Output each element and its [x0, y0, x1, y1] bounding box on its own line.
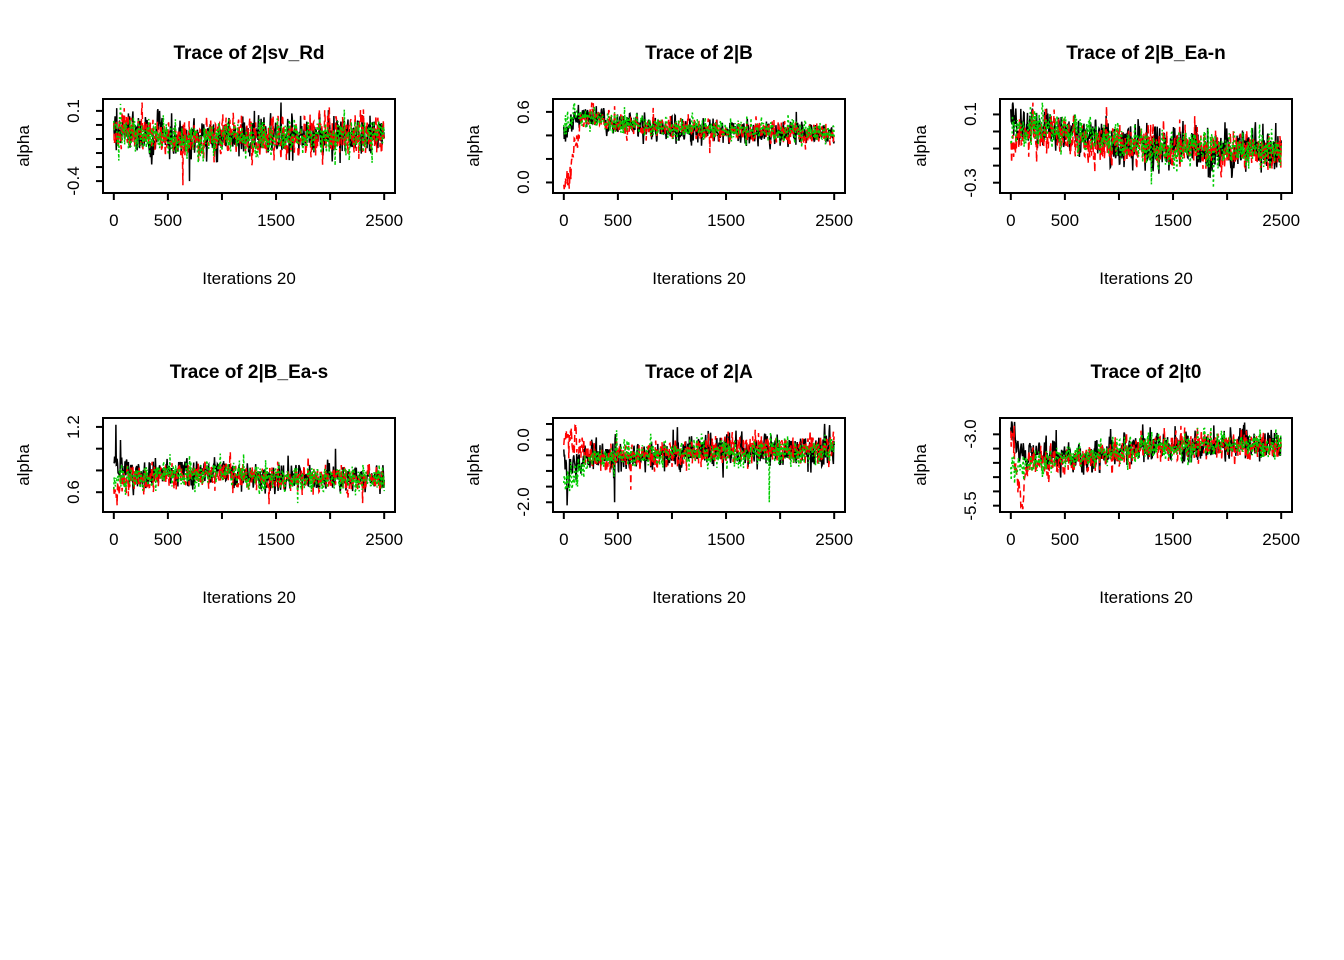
trace-plot-svg: [96, 417, 396, 519]
x-axis-label: Iterations 20: [202, 269, 296, 288]
y-axis-label: alpha: [464, 125, 483, 167]
trace-panel-sv-rd: Trace of 2|sv_Rd alpha Iterations 20 0 50…: [8, 21, 410, 321]
x-axis-label: Iterations 20: [1099, 269, 1193, 288]
y-axis-label: alpha: [911, 444, 930, 486]
x-axis-label: Iterations 20: [652, 588, 746, 607]
trace-line-chain-3: [1010, 427, 1282, 484]
plot-title: Trace of 2|B_Ea-n: [1066, 43, 1226, 64]
y-axis-label: alpha: [464, 444, 483, 486]
trace-line-chain-3: [1010, 102, 1282, 188]
plot-title: Trace of 2|B_Ea-s: [169, 362, 329, 383]
plot-title: Trace of 2|t0: [1090, 362, 1202, 383]
trace-plot-svg: [993, 417, 1293, 519]
trace-line-chain-3: [113, 453, 385, 504]
y-axis-label: alpha: [14, 125, 33, 167]
trace-line-chain-3: [113, 103, 385, 166]
trace-plot-svg: [546, 417, 846, 519]
trace-plot-svg: [96, 98, 396, 200]
x-axis-label: Iterations 20: [1099, 588, 1193, 607]
plot-title: Trace of 2|B: [645, 43, 753, 64]
trace-line-chain-2: [563, 102, 835, 190]
trace-line-chain-1: [113, 102, 385, 182]
trace-plot-svg: [546, 98, 846, 200]
trace-panel-t0: Trace of 2|t0 alpha Iterations 20 0 500 15…: [905, 340, 1307, 640]
x-axis-label: Iterations 20: [652, 269, 746, 288]
trace-plot-svg: [993, 98, 1293, 200]
y-axis-label: alpha: [14, 444, 33, 486]
y-axis-label: alpha: [911, 125, 930, 167]
x-axis-label: Iterations 20: [202, 588, 296, 607]
trace-line-chain-3: [563, 102, 835, 148]
plot-title: Trace of 2|A: [645, 362, 753, 383]
trace-line-chain-2: [1010, 102, 1282, 178]
trace-line-chain-1: [563, 423, 835, 506]
trace-panel-a: Trace of 2|A alpha Iterations 20 0 500 150…: [458, 340, 860, 640]
trace-panel-b: Trace of 2|B alpha Iterations 20 0 500 150…: [458, 21, 860, 321]
trace-line-chain-3: [563, 430, 835, 503]
plot-title: Trace of 2|sv_Rd: [173, 43, 325, 64]
